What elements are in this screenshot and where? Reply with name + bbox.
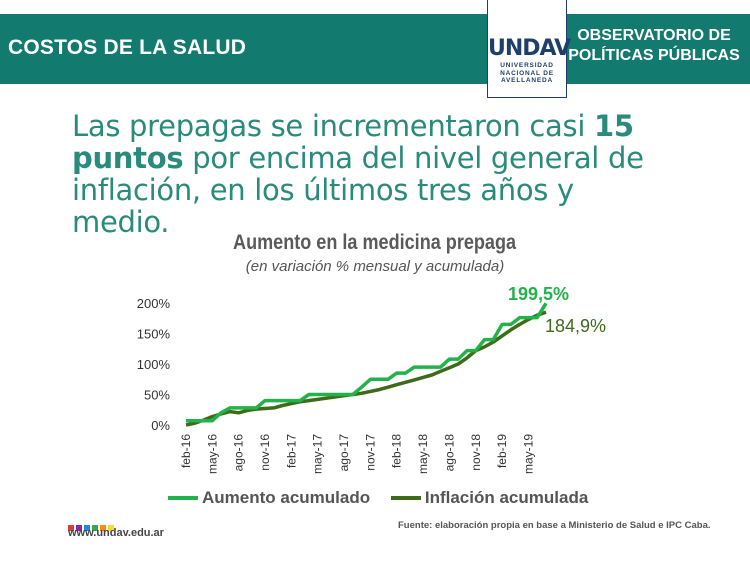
x-tick-label: nov-18 — [469, 434, 483, 471]
x-tick-label: ago-16 — [232, 434, 246, 472]
x-tick-label: ago-17 — [337, 434, 351, 472]
x-tick-label: feb-17 — [284, 434, 298, 468]
y-tick-label: 100% — [137, 357, 171, 372]
end-label-inflacion: 184,9% — [545, 316, 607, 336]
brand-dot — [100, 525, 106, 531]
header-right-title: OBSERVATORIO DE POLÍTICAS PÚBLICAS — [568, 27, 740, 64]
x-tick-label: nov-16 — [258, 434, 272, 471]
end-label-aumento: 199,5% — [508, 284, 570, 304]
source-note: Fuente: elaboración propia en base a Min… — [398, 520, 711, 531]
chart-title: Aumento en la medicina prepaga — [233, 231, 517, 254]
y-tick-label: 50% — [144, 388, 170, 403]
brand-dot — [92, 525, 98, 531]
legend-item-aumento: Aumento acumulado — [168, 488, 370, 508]
header-bar: COSTOS DE LA SALUD OBSERVATORIO DE POLÍT… — [0, 14, 750, 84]
headline-part-2: por encima del nivel general de inflació… — [72, 141, 644, 239]
logo-line-3: AVELLANEDA — [501, 77, 553, 84]
logo-line-2: NACIONAL DE — [500, 69, 554, 77]
logo-mark: UNDAV — [488, 36, 571, 61]
x-tick-label: feb-19 — [495, 434, 509, 468]
footer-url[interactable]: www.undav.edu.ar — [68, 527, 164, 539]
brand-dot — [84, 525, 90, 531]
headline-bold: 15 puntos — [72, 109, 634, 175]
x-tick-label: may-19 — [521, 434, 535, 474]
header-left-title: COSTOS DE LA SALUD — [8, 36, 247, 59]
legend-swatch-inflacion — [390, 496, 421, 500]
x-tick-label: may-18 — [416, 434, 430, 474]
series-line-aumento — [186, 302, 548, 423]
brand-dot — [76, 525, 82, 531]
legend-swatch-aumento — [168, 496, 198, 500]
brand-dots — [68, 518, 116, 536]
chart-legend: Aumento acumulado Inflación acumulada — [168, 485, 604, 508]
x-tick-label: may-17 — [311, 434, 325, 474]
x-tick-label: ago-18 — [442, 434, 456, 472]
logo-subtext: UNIVERSIDAD NACIONAL DE AVELLANEDA — [488, 62, 566, 85]
legend-label-inflacion: Inflación acumulada — [424, 488, 589, 507]
brand-dot — [68, 525, 74, 531]
x-tick-label: feb-18 — [390, 434, 404, 468]
chart-subtitle: (en variación % mensual y acumulada) — [245, 258, 505, 275]
chart-title-wrap: Aumento en la medicina prepaga — [0, 231, 750, 255]
headline-part-1: Las prepagas se incrementaron casi — [72, 109, 594, 143]
y-tick-label: 200% — [137, 296, 171, 311]
legend-item-inflacion: Inflación acumulada — [390, 488, 589, 508]
x-tick-label: feb-16 — [179, 434, 193, 468]
x-tick-label: may-16 — [205, 434, 219, 474]
logo-line-1: UNIVERSIDAD — [500, 62, 554, 69]
x-tick-label: nov-17 — [363, 434, 377, 471]
legend-label-aumento: Aumento acumulado — [202, 488, 371, 507]
undav-logo: UNDAV UNIVERSIDAD NACIONAL DE AVELLANEDA — [487, 0, 571, 98]
y-tick-label: 0% — [151, 418, 170, 433]
series-line-inflacion — [185, 310, 547, 427]
brand-dot — [108, 525, 114, 531]
y-tick-label: 150% — [137, 327, 171, 342]
headline: Las prepagas se incrementaron casi 15 pu… — [72, 110, 672, 238]
